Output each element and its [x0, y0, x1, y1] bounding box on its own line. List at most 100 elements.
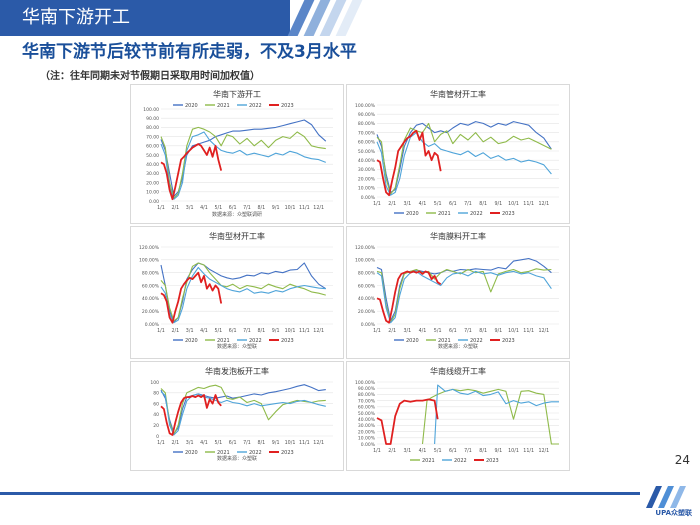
- legend-label: 2022: [470, 211, 483, 217]
- series-line-2021: [421, 388, 559, 445]
- chart-panel: 华南线缆开工率 0.00% 10.00% 20.00% 30.00% 40.00% 50.0…: [346, 361, 570, 471]
- x-tick-label: 10/1: [508, 448, 519, 454]
- legend-label: 2021: [217, 338, 230, 344]
- series-line-2021: [376, 268, 552, 323]
- x-tick-label: 5/1: [214, 205, 222, 211]
- company-logo-icon: [646, 486, 686, 508]
- series-line-2022: [376, 132, 552, 196]
- legend-label: 2020: [185, 338, 198, 344]
- x-tick-label: 8/1: [257, 440, 265, 446]
- x-tick-label: 3/1: [403, 201, 411, 207]
- series-line-2020: [160, 384, 326, 434]
- header-band: 华南下游开工: [0, 0, 700, 36]
- chart-source: 数据来源：众塑联: [217, 343, 257, 350]
- x-tick-label: 4/1: [419, 448, 427, 454]
- y-tick-label: 90.00%: [358, 112, 376, 118]
- legend-label: 2023: [281, 103, 294, 109]
- series-line-2022: [160, 266, 326, 324]
- y-tick-label: 80.00%: [358, 270, 376, 276]
- chart-panel: 华南下游开工 0.00 10.00 20.00 30.00 40.00 50.00 60.00…: [130, 84, 344, 224]
- x-tick-label: 2/1: [171, 205, 179, 211]
- chart-title: 华南型材开工率: [209, 231, 265, 241]
- x-tick-label: 9/1: [272, 440, 280, 446]
- legend-label: 2021: [422, 458, 435, 464]
- x-tick-label: 2/1: [388, 448, 396, 454]
- x-tick-label: 9/1: [494, 328, 502, 334]
- y-tick-label: 70.00%: [358, 398, 376, 404]
- y-tick-label: 30.00%: [358, 423, 376, 429]
- y-tick-label: 70.00%: [358, 130, 376, 136]
- series-line-2022: [160, 391, 326, 436]
- page-subtitle: 华南下游节后较节前有所走弱，不及3月水平: [22, 42, 357, 62]
- x-tick-label: 7/1: [243, 205, 251, 211]
- x-tick-label: 11/1: [523, 201, 534, 207]
- y-tick-label: 20.00%: [358, 176, 376, 182]
- legend-label: 2021: [217, 103, 230, 109]
- x-tick-label: 9/1: [272, 205, 280, 211]
- y-tick-label: 20: [153, 423, 159, 429]
- series-line-2022: [434, 384, 559, 445]
- x-tick-label: 4/1: [200, 328, 208, 334]
- chart-title: 华南膜料开工率: [430, 231, 486, 241]
- x-tick-label: 4/1: [200, 205, 208, 211]
- chart-panel: 华南型材开工率 0.00% 20.00% 40.00% 60.00% 80.00% 100.…: [130, 226, 344, 359]
- y-tick-label: 40.00: [146, 162, 159, 168]
- x-tick-label: 6/1: [229, 440, 237, 446]
- series-line-2023: [376, 270, 442, 324]
- chart-svg: 华南下游开工 0.00 10.00 20.00 30.00 40.00 50.00 60.00…: [143, 89, 333, 218]
- y-tick-label: 20.00%: [142, 309, 160, 315]
- legend-label: 2022: [249, 338, 262, 344]
- legend-label: 2020: [185, 103, 198, 109]
- legend-label: 2022: [249, 103, 262, 109]
- x-tick-label: 5/1: [214, 328, 222, 334]
- legend-label: 2020: [406, 211, 419, 217]
- legend-label: 2020: [185, 450, 198, 456]
- legend-label: 2021: [438, 211, 451, 217]
- x-tick-label: 7/1: [464, 448, 472, 454]
- x-tick-label: 5/1: [434, 328, 442, 334]
- y-tick-label: 120.00%: [355, 245, 376, 251]
- x-tick-label: 3/1: [403, 328, 411, 334]
- x-tick-label: 7/1: [243, 328, 251, 334]
- x-tick-label: 6/1: [449, 201, 457, 207]
- y-tick-label: 10.00%: [358, 436, 376, 442]
- x-tick-label: 8/1: [257, 205, 265, 211]
- chart-panel: 华南发泡板开工率 0 20 40 60 80 100 1/1 2/1 3/1 4/1 5/1 6/1 7/…: [130, 361, 344, 471]
- legend-label: 2022: [454, 458, 467, 464]
- x-tick-label: 1/1: [157, 440, 165, 446]
- y-tick-label: 60.00: [146, 144, 159, 150]
- x-tick-label: 2/1: [388, 201, 396, 207]
- legend-label: 2020: [406, 338, 419, 344]
- x-tick-label: 2/1: [171, 328, 179, 334]
- x-tick-label: 5/1: [434, 448, 442, 454]
- chart-source: 数据来源：众塑联: [438, 343, 478, 350]
- y-tick-label: 70.00: [146, 134, 159, 140]
- page-title: 华南下游开工: [22, 7, 130, 28]
- x-tick-label: 7/1: [464, 328, 472, 334]
- y-tick-label: 0: [156, 434, 159, 440]
- x-tick-label: 10/1: [508, 328, 519, 334]
- y-tick-label: 90.00%: [358, 386, 376, 392]
- x-tick-label: 4/1: [419, 201, 427, 207]
- page-number: 24: [674, 453, 690, 467]
- y-tick-label: 0.00%: [361, 322, 376, 328]
- chart-title: 华南线缆开工率: [430, 366, 486, 376]
- series-line-2023: [160, 143, 223, 201]
- page-note: （注：往年同期未对节假期日采取用时间加权值）: [40, 71, 260, 82]
- footer-line: [0, 492, 640, 495]
- x-tick-label: 12/1: [538, 201, 549, 207]
- x-tick-label: 1/1: [373, 201, 381, 207]
- legend-label: 2023: [502, 211, 515, 217]
- x-tick-label: 4/1: [419, 328, 427, 334]
- y-tick-label: 10.00: [146, 190, 159, 196]
- series-line-2023: [160, 394, 222, 436]
- series-line-2020: [376, 121, 552, 193]
- x-tick-label: 6/1: [449, 448, 457, 454]
- chart-source: 数据来源：众塑联: [217, 455, 257, 462]
- y-tick-label: 20.00%: [358, 309, 376, 315]
- chart-svg: 华南管材开工率 0.00% 10.00% 20.00% 30.00% 40.00% 50.0…: [355, 89, 559, 217]
- chart-title: 华南发泡板开工率: [205, 366, 269, 376]
- x-tick-label: 6/1: [449, 328, 457, 334]
- y-tick-label: 80.00%: [142, 270, 160, 276]
- series-line-2022: [376, 270, 552, 324]
